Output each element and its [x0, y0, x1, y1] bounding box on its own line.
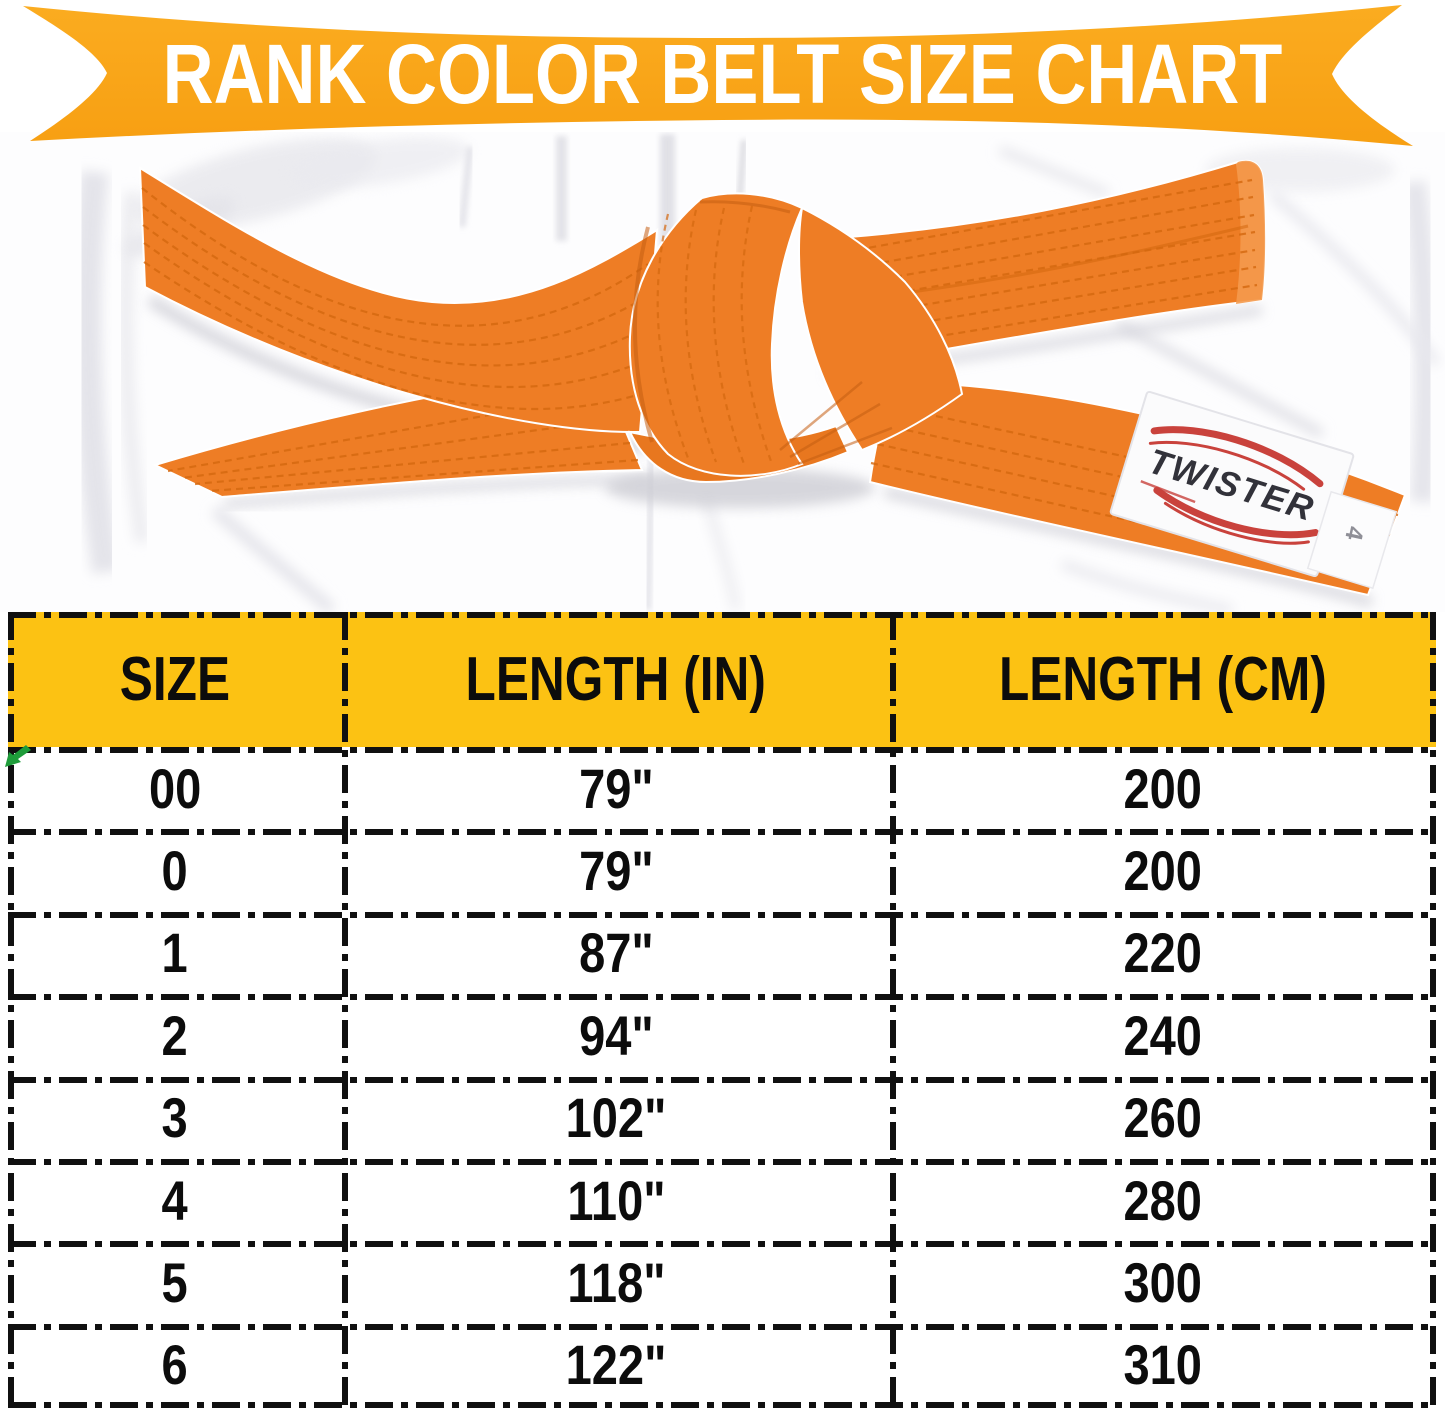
header-label: LENGTH (IN) — [465, 645, 767, 714]
table-row: 0 79" 200 — [8, 829, 1436, 911]
grid-line — [8, 1241, 1436, 1247]
grid-line — [8, 912, 1436, 918]
cell-text: 79" — [578, 839, 654, 903]
cell-length-cm: 200 — [890, 747, 1436, 829]
table-row: 3 102" 260 — [8, 1077, 1436, 1159]
label-swoosh — [1148, 426, 1324, 545]
table-row: 5 118" 300 — [8, 1241, 1436, 1323]
cell-text: 280 — [1123, 1168, 1203, 1232]
table-row: 6 122" 310 — [8, 1324, 1436, 1406]
ribbon-shape — [23, 5, 1413, 146]
cell-text: 79" — [578, 756, 654, 820]
cell-text: 0 — [161, 839, 189, 903]
grid-line — [8, 1159, 1436, 1165]
grid-line — [1430, 612, 1436, 1408]
table-row: 4 110" 280 — [8, 1159, 1436, 1241]
grid-line — [8, 1402, 1436, 1408]
grid-line — [8, 612, 14, 1408]
cell-text: 122" — [565, 1333, 667, 1397]
grid-line — [8, 1077, 1436, 1083]
belt-size-tag: 4 — [1306, 490, 1398, 590]
cell-length-in: 94" — [342, 994, 890, 1076]
grid-line — [8, 829, 1436, 835]
grid-line — [342, 612, 348, 1408]
banner-ribbon — [23, 5, 1413, 146]
cell-text: 118" — [566, 1251, 666, 1315]
belt-knot — [628, 192, 964, 484]
cell-size: 00 — [8, 747, 342, 829]
cell-size: 1 — [8, 912, 342, 994]
header-label: LENGTH (CM) — [999, 645, 1327, 714]
cell-text: 87" — [578, 921, 654, 985]
cell-text: 1 — [161, 921, 189, 985]
cell-length-cm: 310 — [890, 1324, 1436, 1406]
cell-length-cm: 300 — [890, 1241, 1436, 1323]
table-row: 00 79" 200 — [8, 747, 1436, 829]
belt-stitching — [141, 187, 649, 411]
grid-line — [8, 612, 1436, 618]
cell-text: 94" — [578, 1003, 654, 1067]
belt-photo: TWISTER 4 — [0, 132, 1445, 612]
table-body: 00 79" 200 0 79" 200 1 87" 220 2 94" 240… — [8, 747, 1436, 1406]
cell-text: 110" — [566, 1168, 666, 1232]
cell-text: 240 — [1123, 1003, 1203, 1067]
cell-length-in: 122" — [342, 1324, 890, 1406]
twister-label: TWISTER — [1109, 390, 1355, 578]
table-row: 1 87" 220 — [8, 912, 1436, 994]
size-tag-text: 4 — [1339, 524, 1368, 543]
cell-size: 5 — [8, 1241, 342, 1323]
cell-length-cm: 200 — [890, 829, 1436, 911]
cell-length-cm: 260 — [890, 1077, 1436, 1159]
cell-text: 3 — [161, 1086, 189, 1150]
table-row: 2 94" 240 — [8, 994, 1436, 1076]
size-table: SIZE LENGTH (IN) LENGTH (CM) 00 79" 2 00 … — [8, 612, 1436, 1408]
cell-size: 4 — [8, 1159, 342, 1241]
cell-size: 2 — [8, 994, 342, 1076]
grid-line — [890, 612, 896, 1408]
cell-text: 00 — [148, 756, 202, 820]
cell-text: 5 — [161, 1251, 189, 1315]
cell-length-in: 79" — [342, 829, 890, 911]
belt-left-band — [138, 166, 659, 434]
header-label: SIZE — [119, 645, 231, 714]
cell-text: 200 — [1123, 756, 1203, 820]
cell-length-cm: 220 — [890, 912, 1436, 994]
header-cell-size: SIZE — [8, 612, 342, 747]
header-cell-length-cm: LENGTH (CM) — [890, 612, 1436, 747]
cell-length-cm: 240 — [890, 994, 1436, 1076]
table-header-row: SIZE LENGTH (IN) LENGTH (CM) — [8, 612, 1436, 747]
cell-text: 300 — [1123, 1251, 1203, 1315]
cell-text: 102" — [565, 1086, 667, 1150]
cell-length-cm: 280 — [890, 1159, 1436, 1241]
cell-length-in: 102" — [342, 1077, 890, 1159]
grid-line — [8, 1324, 1436, 1330]
grid-line — [8, 994, 1436, 1000]
cell-length-in: 79" — [342, 747, 890, 829]
cell-length-in: 87" — [342, 912, 890, 994]
banner-title: RANK COLOR BELT SIZE CHART — [162, 26, 1283, 121]
header-cell-length-in: LENGTH (IN) — [342, 612, 890, 747]
cell-text: 200 — [1123, 839, 1203, 903]
cell-text: 260 — [1123, 1086, 1203, 1150]
grid-line — [8, 747, 1436, 753]
green-cursor-arrow — [5, 745, 31, 767]
belt-stitching — [656, 205, 774, 465]
cell-length-in: 110" — [342, 1159, 890, 1241]
cell-size: 0 — [8, 829, 342, 911]
cell-text: 2 — [161, 1003, 189, 1067]
cell-text: 6 — [161, 1333, 189, 1397]
cell-text: 310 — [1123, 1333, 1203, 1397]
cell-text: 4 — [161, 1168, 189, 1232]
cell-size: 3 — [8, 1077, 342, 1159]
cell-length-in: 118" — [342, 1241, 890, 1323]
cell-text: 220 — [1123, 921, 1203, 985]
cell-size: 6 — [8, 1324, 342, 1406]
